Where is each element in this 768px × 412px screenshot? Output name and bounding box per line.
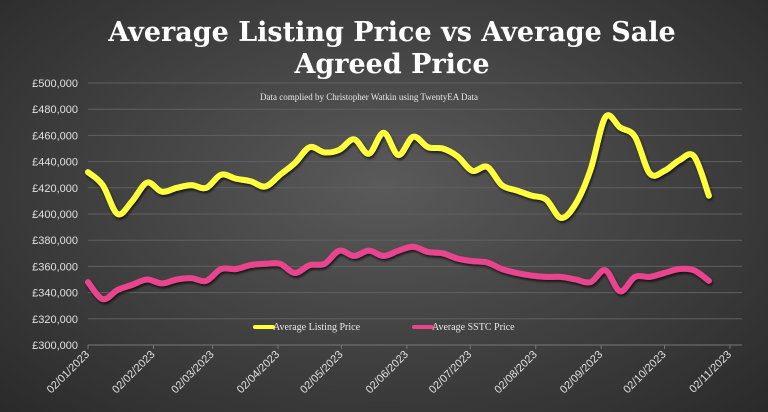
y-tick-label: £340,000 [32, 288, 78, 300]
x-axis: 02/01/2023 02/02/2023 02/03/2023 02/04/2023… [45, 345, 734, 396]
y-tick-label: £460,000 [32, 130, 78, 142]
y-tick-label: £440,000 [32, 157, 78, 169]
series-line [85, 112, 712, 221]
x-tick-label: 02/04/2023 [235, 349, 282, 396]
gridlines [88, 82, 742, 346]
y-tick-label: £500,000 [32, 78, 78, 90]
x-tick-label: 02/08/2023 [492, 349, 539, 396]
x-tick-label: 02/03/2023 [169, 349, 216, 396]
y-tick-label: £400,000 [32, 209, 78, 221]
x-tick-label: 02/02/2023 [110, 349, 157, 396]
y-tick-label: £300,000 [32, 340, 78, 352]
legend: Average Listing Price Average SSTC Price [253, 322, 515, 333]
y-tick-label: £420,000 [32, 183, 78, 195]
x-tick-label: 02/06/2023 [364, 349, 411, 396]
chart-title-line-2: Agreed Price [293, 49, 489, 80]
legend-label-listing: Average Listing Price [273, 322, 361, 333]
y-tick-label: £380,000 [32, 235, 78, 247]
x-tick-label: 02/10/2023 [621, 349, 668, 396]
legend-label-sstc: Average SSTC Price [432, 322, 515, 333]
y-axis: £300,000 £320,000 £340,000 £360,000 £380,000… [32, 78, 78, 352]
x-tick-label: 02/11/2023 [687, 349, 734, 396]
series-listing [85, 112, 712, 221]
plot-area [85, 112, 712, 303]
series-line [85, 243, 712, 303]
y-tick-label: £480,000 [32, 104, 78, 116]
series-sstc [85, 243, 712, 303]
y-tick-label: £360,000 [32, 261, 78, 273]
x-tick-label: 02/05/2023 [298, 349, 345, 396]
chart-title-line-1: Average Listing Price vs Average Sale [107, 17, 675, 48]
y-tick-label: £320,000 [32, 314, 78, 326]
x-tick-label: 02/09/2023 [558, 349, 605, 396]
chart-subtitle: Data complied by Christopher Watkin usin… [260, 92, 478, 102]
x-tick-label: 02/01/2023 [45, 349, 92, 396]
x-tick-label: 02/07/2023 [427, 349, 474, 396]
